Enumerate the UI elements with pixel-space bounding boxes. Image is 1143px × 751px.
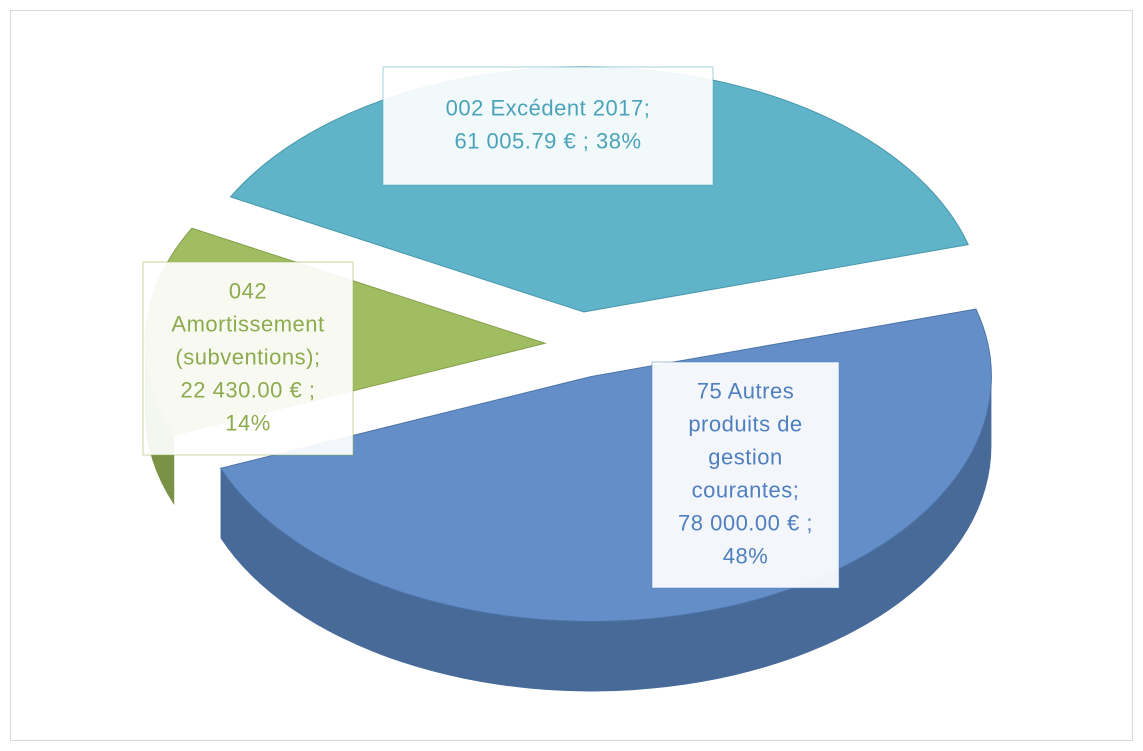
data-label-text: 14% <box>225 410 271 435</box>
data-label-text: produits de <box>688 411 802 436</box>
data-label-box <box>382 66 714 186</box>
data-label: 002 Excédent 2017; 61 005.79 € ; 38% <box>382 66 714 186</box>
data-label-text: 78 000.00 € ; <box>678 510 813 535</box>
data-label-text: courantes; <box>692 477 800 502</box>
data-label: 75 Autres produits de gestion courantes; 78 … <box>651 361 840 589</box>
data-label-box <box>651 361 840 589</box>
data-label-box <box>142 261 354 456</box>
data-label-text: 042 <box>229 278 267 303</box>
data-label-text: Amortissement <box>171 311 324 336</box>
data-label-text: 48% <box>723 543 769 568</box>
data-label: 042 Amortissement (subventions); 22 430.00 … <box>142 261 354 456</box>
data-label-text: 61 005.79 € ; 38% <box>454 128 641 153</box>
data-label-text: 22 430.00 € ; <box>181 377 316 402</box>
data-label-text: 002 Excédent 2017; <box>446 95 651 120</box>
slice-side <box>220 376 992 692</box>
data-label-text: (subventions); <box>175 344 320 369</box>
data-label-text: gestion <box>708 444 782 469</box>
data-label-text: 75 Autres <box>697 378 794 403</box>
